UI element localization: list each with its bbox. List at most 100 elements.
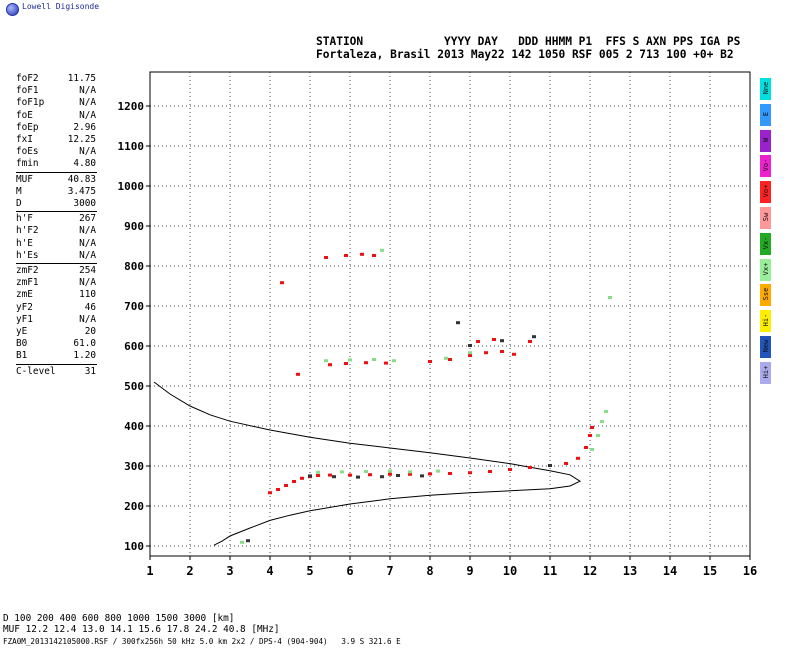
param-row: foF2 11.75 <box>16 73 96 85</box>
x-tick-label: 3 <box>226 564 233 578</box>
y-tick-label: 1200 <box>118 100 145 113</box>
y-tick-label: 100 <box>124 540 144 553</box>
param-row: h'F2 N/A <box>16 225 96 237</box>
echo-point <box>444 356 448 360</box>
param-value: 11.75 <box>67 73 96 84</box>
echo-point <box>456 321 460 325</box>
param-row: zmE 110 <box>16 289 96 301</box>
echo-point <box>468 471 472 475</box>
param-separator <box>16 263 97 264</box>
param-label: foF2 <box>16 73 39 84</box>
echo-point <box>316 474 320 477</box>
echo-point <box>590 426 594 429</box>
header-values: Fortaleza, Brasil 2013 May22 142 1050 RS… <box>316 48 734 61</box>
echo-point <box>468 351 472 355</box>
param-value: N/A <box>79 237 96 249</box>
echo-point <box>468 344 472 347</box>
echo-point <box>324 256 328 259</box>
param-value: 3.475 <box>67 185 96 197</box>
echo-point <box>468 354 472 357</box>
echo-point <box>384 361 388 365</box>
param-row: fxI 12.25 <box>16 134 96 146</box>
x-tick-label: 9 <box>466 564 473 578</box>
param-label: fxI <box>16 134 33 145</box>
param-value: 254 <box>79 265 96 276</box>
param-value: 267 <box>79 213 96 225</box>
param-label: zmF2 <box>16 265 39 276</box>
param-row: M 3.475 <box>16 186 96 198</box>
echo-point <box>532 335 536 339</box>
echo-point <box>528 466 532 469</box>
echo-point <box>368 473 372 477</box>
param-label: foE <box>16 109 33 121</box>
legend-item: W <box>760 129 771 152</box>
legend-label: Sw <box>762 212 770 222</box>
echo-point <box>340 470 344 474</box>
x-tick-label: 11 <box>543 564 557 578</box>
param-row: foE N/A <box>16 110 96 122</box>
param-value: 4.80 <box>73 158 96 170</box>
param-value: N/A <box>79 97 96 109</box>
y-tick-label: 500 <box>124 380 144 393</box>
echo-point <box>484 351 488 355</box>
echo-point <box>300 476 304 480</box>
param-row: C-level 31 <box>16 366 96 378</box>
param-row: h'F 267 <box>16 213 96 225</box>
echo-point <box>380 248 384 252</box>
echo-point <box>372 254 376 257</box>
param-row: zmF1 N/A <box>16 277 96 289</box>
x-tick-label: 16 <box>743 564 757 578</box>
x-tick-label: 13 <box>623 564 637 578</box>
echo-point <box>396 474 400 477</box>
x-tick-label: 6 <box>346 564 353 578</box>
y-tick-label: 200 <box>124 500 144 513</box>
y-tick-label: 400 <box>124 420 144 433</box>
echo-point <box>308 474 312 478</box>
param-label: yF2 <box>16 301 33 313</box>
x-tick-label: 5 <box>306 564 313 578</box>
echo-point <box>590 448 594 451</box>
echo-point <box>500 339 504 343</box>
echo-point <box>500 350 504 353</box>
echo-point <box>576 456 580 460</box>
param-value: N/A <box>79 313 96 325</box>
param-value: 61.0 <box>73 338 96 350</box>
x-tick-label: 15 <box>703 564 717 578</box>
echo-point <box>608 296 612 299</box>
legend-label: Hi- <box>762 313 770 327</box>
echo-point <box>420 474 424 478</box>
muf-table-muf-row: MUF 12.2 12.4 13.0 14.1 15.6 17.8 24.2 4… <box>3 624 280 635</box>
param-value: N/A <box>79 109 96 121</box>
param-value: 3000 <box>73 198 96 209</box>
x-tick-label: 10 <box>503 564 517 578</box>
param-row: B1 1.20 <box>16 350 96 362</box>
header-columns: STATION YYYY DAY DDD HHMM P1 FFS S AXN P… <box>316 35 741 48</box>
echo-point <box>448 472 452 475</box>
legend-item: Vo- <box>760 155 771 178</box>
echo-point <box>372 358 376 361</box>
param-row: D 3000 <box>16 198 96 210</box>
param-row: B0 61.0 <box>16 338 96 350</box>
param-label: h'E <box>16 237 33 249</box>
logo-text: Lowell Digisonde <box>22 2 100 11</box>
param-label: C-level <box>16 365 56 377</box>
lowell-digisonde-logo: Lowell Digisonde <box>6 2 166 18</box>
param-value: 110 <box>79 289 96 301</box>
echo-point <box>408 472 412 476</box>
param-label: B0 <box>16 338 28 350</box>
x-tick-label: 8 <box>426 564 433 578</box>
legend-item: Hi+ <box>760 361 771 384</box>
x-tick-label: 12 <box>583 564 597 578</box>
param-label: zmF1 <box>16 277 39 289</box>
param-label: M <box>16 185 22 197</box>
echo-point <box>296 372 300 376</box>
echo-point <box>528 340 532 343</box>
echo-point <box>392 359 396 363</box>
param-value: N/A <box>79 225 96 237</box>
x-tick-label: 2 <box>186 564 193 578</box>
legend-item: Nne <box>760 78 771 100</box>
y-tick-label: 800 <box>124 260 144 273</box>
echo-point <box>512 352 516 356</box>
param-label: fmin <box>16 158 39 170</box>
echo-point <box>324 359 328 363</box>
